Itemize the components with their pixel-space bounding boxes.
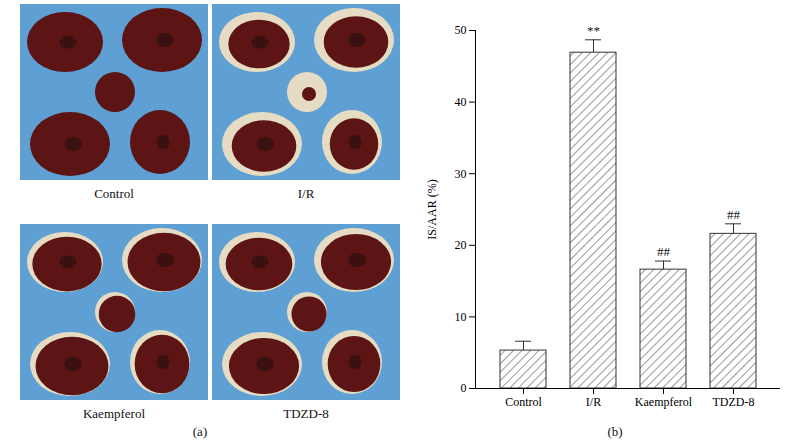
svg-text:I/R: I/R xyxy=(586,395,601,409)
svg-text:##: ## xyxy=(657,244,671,259)
html-text:Control: Control xyxy=(94,186,134,201)
html-text:Kaempferol: Kaempferol xyxy=(83,406,145,421)
html-text:(a): (a) xyxy=(192,424,208,439)
html-text:I/R: I/R xyxy=(297,186,315,201)
svg-text:**: ** xyxy=(587,23,600,38)
svg-text:20: 20 xyxy=(455,238,467,252)
html-text:(b): (b) xyxy=(607,424,623,439)
svg-text:50: 50 xyxy=(455,23,467,37)
svg-text:Control: Control xyxy=(505,395,542,409)
svg-text:Kaempferol: Kaempferol xyxy=(635,395,693,409)
svg-text:30: 30 xyxy=(455,167,467,181)
svg-text:0: 0 xyxy=(461,381,467,395)
svg-text:10: 10 xyxy=(455,310,467,324)
svg-text:TDZD-8: TDZD-8 xyxy=(713,395,755,409)
svg-text:##: ## xyxy=(727,207,741,222)
svg-text:40: 40 xyxy=(455,95,467,109)
html-text:TDZD-8: TDZD-8 xyxy=(283,406,329,421)
svg-text:IS/AAR (%): IS/AAR (%) xyxy=(425,179,439,239)
